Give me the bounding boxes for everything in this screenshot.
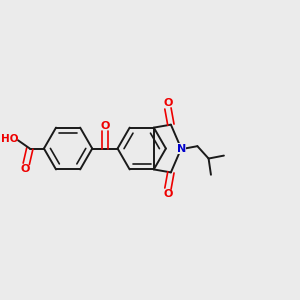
Text: HO: HO — [1, 134, 19, 144]
Text: O: O — [100, 121, 110, 131]
Text: N: N — [177, 143, 186, 154]
Text: O: O — [21, 164, 30, 174]
Text: O: O — [163, 98, 172, 108]
Text: O: O — [163, 189, 172, 199]
